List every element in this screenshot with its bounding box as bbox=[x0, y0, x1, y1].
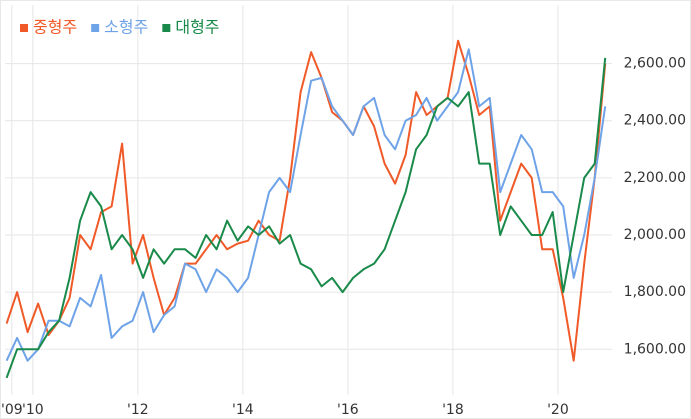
legend-label: 중형주 bbox=[33, 18, 77, 37]
y-tick-label: 2,600.00 bbox=[624, 56, 686, 72]
line-series bbox=[5, 39, 607, 362]
x-tick-label: '09 bbox=[1, 402, 23, 418]
y-tick-label: 1,800.00 bbox=[624, 284, 686, 300]
x-tick-label: '20 bbox=[547, 402, 569, 418]
legend-swatch bbox=[91, 24, 100, 32]
legend-label: 소형주 bbox=[104, 18, 148, 37]
y-tick-label: 2,400.00 bbox=[624, 113, 686, 129]
y-tick-label: 1,600.00 bbox=[624, 341, 686, 357]
legend-label: 대형주 bbox=[175, 18, 219, 37]
line-series bbox=[5, 48, 607, 362]
x-tick-label: '14 bbox=[232, 402, 254, 418]
legend-swatch bbox=[20, 24, 28, 32]
y-tick-label: 2,200.00 bbox=[624, 170, 686, 186]
x-tick-label: '18 bbox=[442, 402, 464, 418]
legend-swatch bbox=[162, 24, 171, 32]
x-tick-label: '10 bbox=[22, 402, 44, 418]
y-tick-label: 2,000.00 bbox=[624, 227, 686, 243]
x-tick-label: '12 bbox=[127, 402, 149, 418]
line-series bbox=[5, 57, 607, 379]
x-tick-label: '16 bbox=[337, 402, 359, 418]
